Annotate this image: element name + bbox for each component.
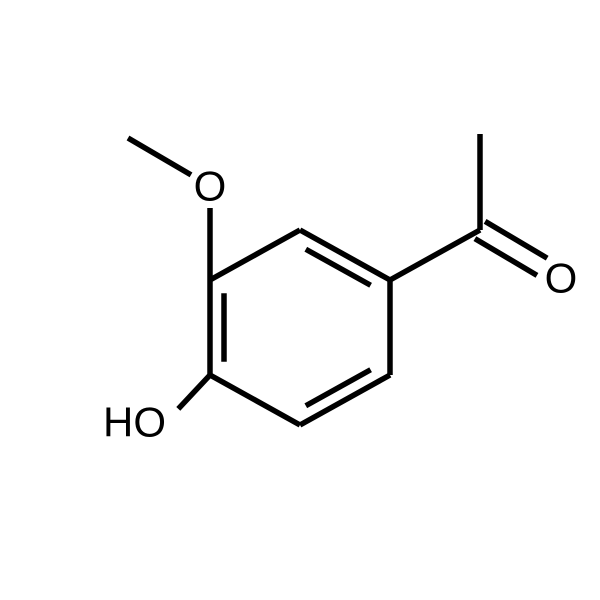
bond [178,375,210,409]
bond [210,375,300,425]
atom-label-hydroxy: HO [103,399,166,446]
bond [128,138,191,175]
bond [306,249,371,285]
bond [306,370,371,406]
atom-label-methoxy-oxygen: O [194,163,227,210]
molecule-diagram: O O HO [0,0,600,600]
bond [390,230,480,280]
bond-layer [128,134,547,425]
atom-label-carbonyl-oxygen: O [545,255,578,302]
bond [210,230,300,280]
